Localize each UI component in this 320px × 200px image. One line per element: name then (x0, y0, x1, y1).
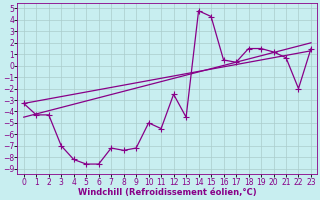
X-axis label: Windchill (Refroidissement éolien,°C): Windchill (Refroidissement éolien,°C) (78, 188, 257, 197)
